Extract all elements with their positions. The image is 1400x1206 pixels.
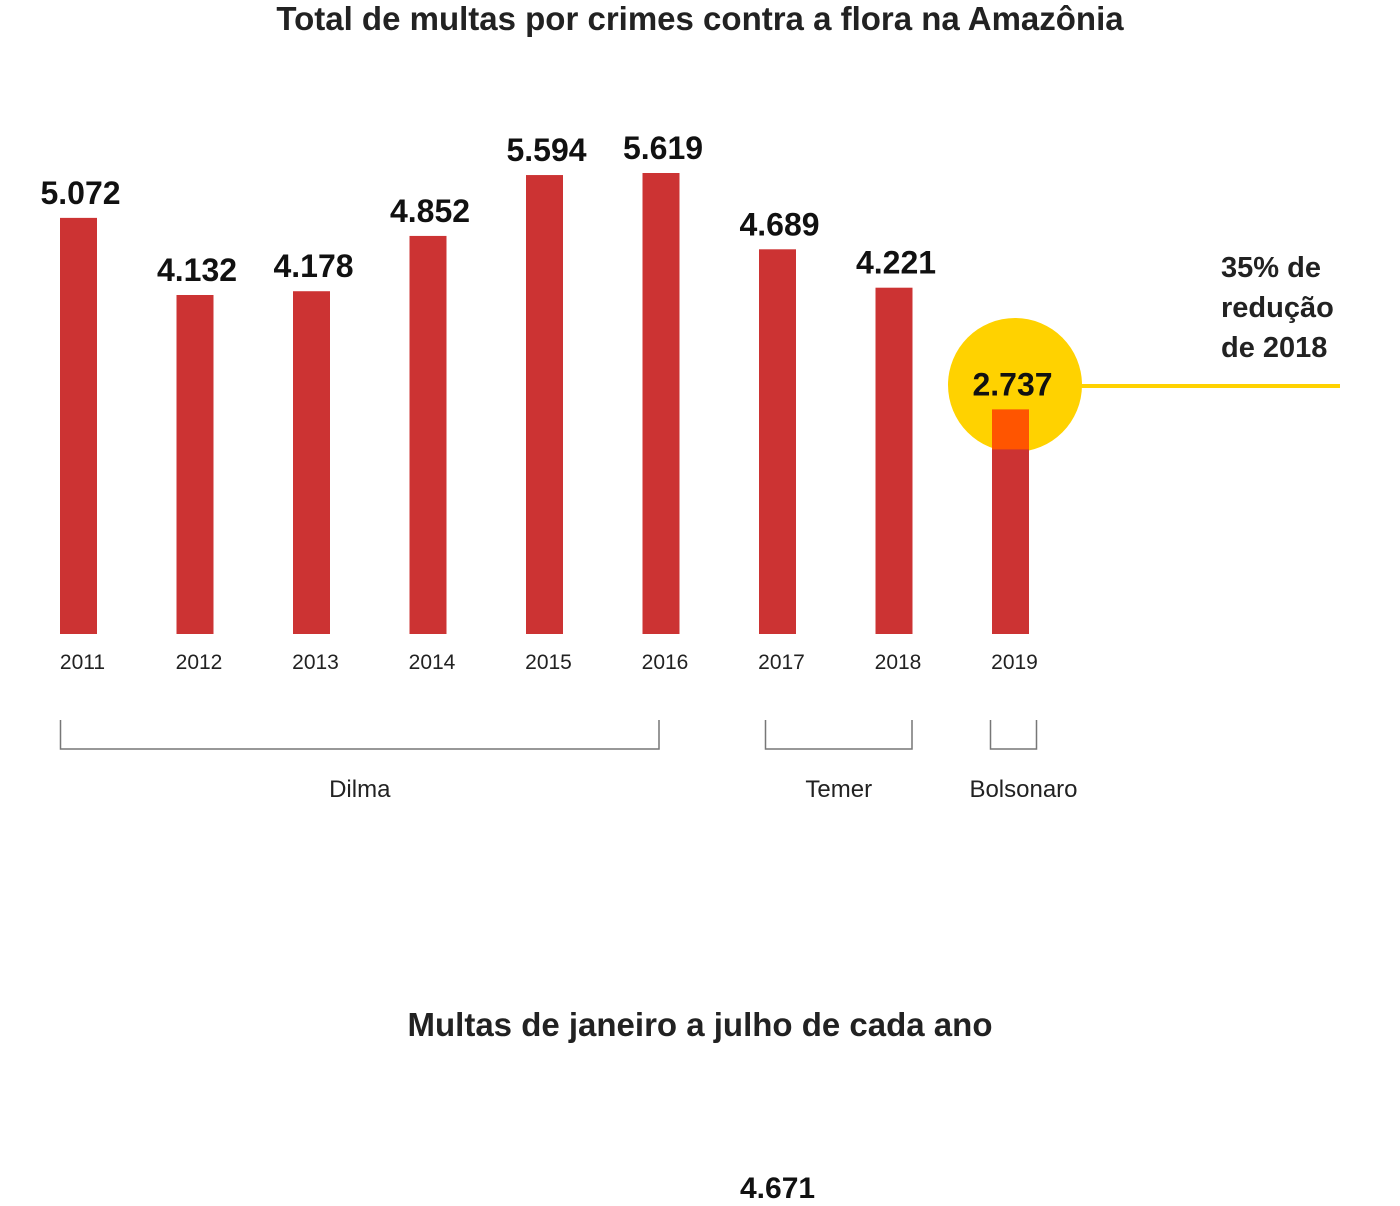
data-label: 5.072 xyxy=(40,175,120,211)
annotation-text: 35% de redução de 2018 xyxy=(1221,248,1391,368)
group-bracket xyxy=(764,720,913,750)
bar xyxy=(293,291,330,634)
data-label: 5.594 xyxy=(506,132,586,168)
bar xyxy=(875,287,913,634)
group-label: Bolsonaro xyxy=(969,776,1077,803)
highlight-circle xyxy=(948,318,1082,452)
x-tick-label: 2011 xyxy=(60,651,105,674)
value-labels: 5.072 4.132 4.178 4.852 5.594 5.619 4.689 4.221… xyxy=(40,130,1052,402)
bar xyxy=(176,294,214,634)
annotation-line: redução xyxy=(1221,292,1334,324)
group-bracket xyxy=(59,720,660,750)
data-label: 4.132 xyxy=(157,252,237,288)
data-label: 2.737 xyxy=(972,366,1052,402)
x-tick-label: 2012 xyxy=(176,651,223,674)
bar xyxy=(759,249,796,634)
x-tick-label: 2013 xyxy=(292,651,339,674)
bar xyxy=(526,175,563,634)
chart-title-2: Multas de janeiro a julho de cada ano xyxy=(407,1006,993,1043)
period-groups: Dilma Temer Bolsonaro xyxy=(59,720,1078,803)
group-label: Temer xyxy=(805,776,872,803)
data-label: 4.221 xyxy=(856,245,936,281)
data-label: 4.852 xyxy=(390,193,470,229)
x-tick-label: 2019 xyxy=(991,651,1038,674)
x-tick-label: 2016 xyxy=(642,651,689,674)
highlight-bar-segment xyxy=(992,409,1029,450)
data-label: 4.671 xyxy=(740,1172,816,1205)
bar xyxy=(60,217,97,634)
x-tick-label: 2018 xyxy=(875,651,922,674)
highlight-layer xyxy=(948,318,1340,452)
x-tick-label: 2015 xyxy=(525,651,572,674)
bar xyxy=(642,173,680,634)
annotation-line: de 2018 xyxy=(1221,332,1328,364)
group-label: Dilma xyxy=(329,776,391,803)
x-tick-label: 2017 xyxy=(758,651,805,674)
data-label: 5.619 xyxy=(623,130,703,166)
x-tick-labels: 2011 2012 2013 2014 2015 2016 2017 2018 2019 xyxy=(60,651,1038,674)
x-tick-label: 2014 xyxy=(409,651,456,674)
bars xyxy=(60,173,1029,634)
chart-title: Total de multas por crimes contra a flor… xyxy=(276,0,1124,37)
bar xyxy=(409,235,447,634)
group-bracket xyxy=(989,720,1038,750)
annotation-line: 35% de xyxy=(1221,252,1321,284)
data-label: 4.178 xyxy=(273,248,353,284)
data-label: 4.689 xyxy=(739,206,819,242)
bar-chart: 5.072 4.132 4.178 4.852 5.594 5.619 4.689 4.221… xyxy=(40,130,1340,803)
